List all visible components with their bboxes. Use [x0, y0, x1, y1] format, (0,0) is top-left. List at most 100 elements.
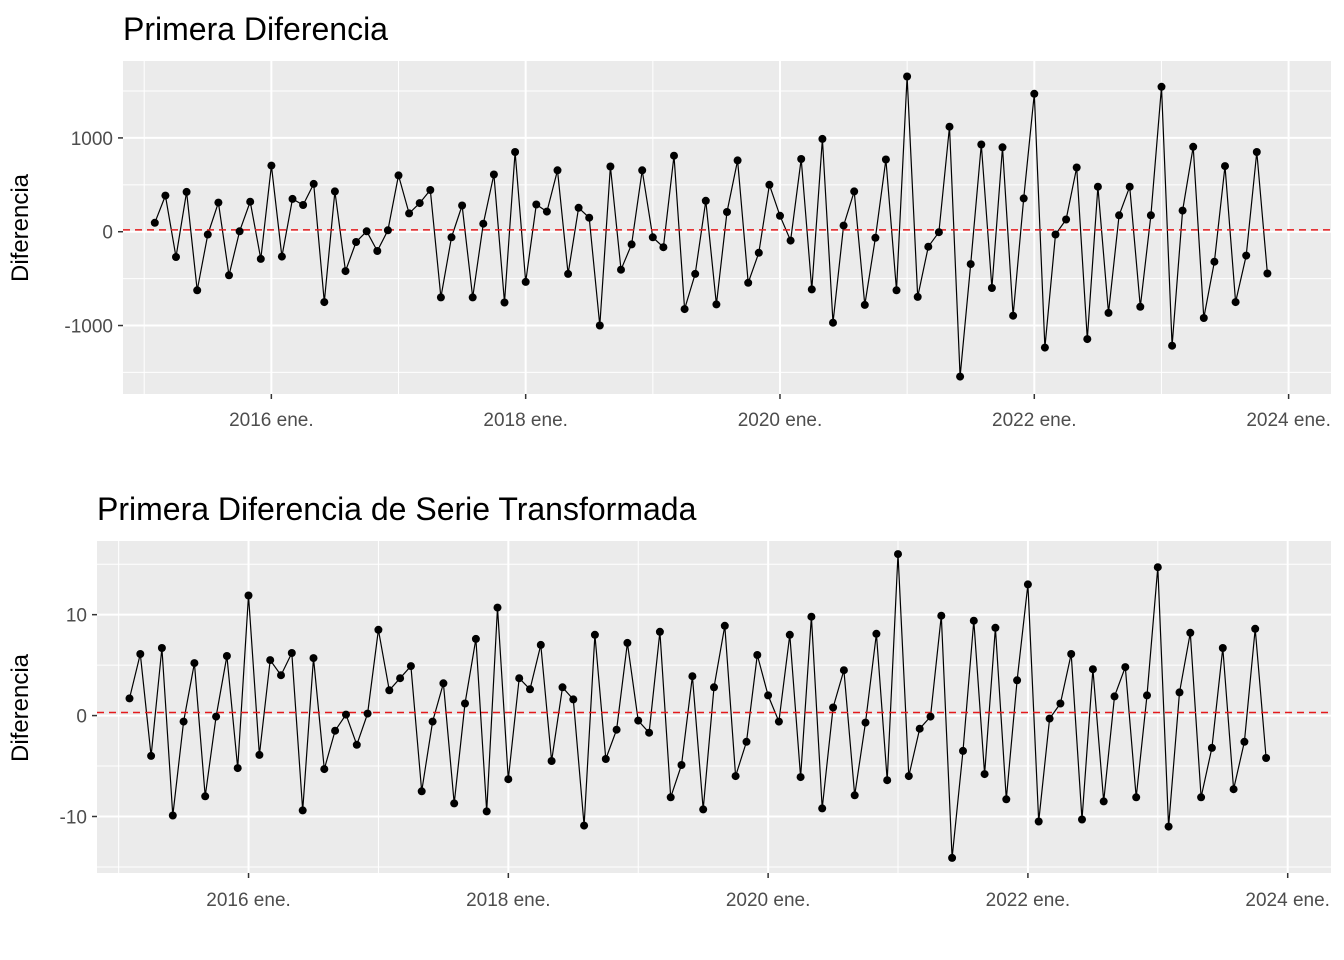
data-point — [580, 821, 589, 830]
data-point — [415, 199, 424, 208]
data-point — [871, 233, 880, 242]
data-point — [688, 672, 697, 681]
data-point — [903, 72, 912, 81]
chart-svg: -1000 0 1000 2016 ene. 2018 ene. 2020 ene. 202… — [7, 61, 1331, 431]
data-point — [1062, 215, 1071, 224]
data-point — [246, 197, 255, 206]
data-point — [461, 699, 469, 708]
x-tick-label: 2020 ene. — [738, 410, 823, 431]
data-point — [125, 694, 134, 703]
y-tick-label: -10 — [60, 807, 87, 828]
data-point — [320, 298, 329, 307]
data-point — [1263, 269, 1272, 278]
data-point — [309, 179, 318, 188]
data-point — [850, 791, 859, 800]
data-point — [860, 300, 869, 309]
data-point — [489, 170, 498, 179]
data-point — [299, 201, 308, 209]
data-point — [797, 155, 806, 163]
data-point — [1019, 194, 1028, 203]
data-point — [959, 746, 967, 755]
data-point — [277, 671, 285, 680]
data-point — [1146, 211, 1155, 220]
data-point — [980, 770, 989, 779]
data-point — [1009, 311, 1018, 320]
data-point — [468, 293, 477, 302]
data-point — [861, 718, 870, 727]
y-tick-label: 0 — [102, 223, 113, 244]
data-point — [1030, 89, 1039, 98]
data-point — [1083, 335, 1092, 344]
data-point — [309, 654, 318, 663]
data-point — [201, 792, 210, 801]
data-point — [383, 226, 392, 235]
data-point — [1210, 257, 1219, 266]
data-point — [190, 659, 199, 668]
plot-background — [123, 61, 1331, 394]
data-point — [172, 253, 180, 261]
data-point — [807, 285, 816, 294]
data-point — [1002, 795, 1011, 804]
data-point — [774, 717, 783, 726]
data-point — [1132, 793, 1141, 802]
data-point — [1251, 624, 1260, 633]
data-point — [634, 716, 643, 725]
x-tick-label: 2020 ene. — [726, 890, 811, 911]
data-point — [277, 252, 286, 261]
chart-title: Primera Diferencia de Serie Transformada — [97, 491, 697, 527]
data-point — [595, 321, 604, 330]
data-point — [136, 650, 145, 658]
data-point — [1121, 663, 1130, 672]
y-tick-label: 0 — [76, 707, 87, 728]
x-tick-label: 2018 ene. — [466, 890, 551, 911]
data-point — [818, 804, 827, 813]
data-point — [1110, 692, 1119, 701]
data-point — [924, 242, 933, 251]
data-point — [1088, 665, 1097, 674]
data-point — [785, 630, 794, 639]
data-point — [926, 712, 935, 721]
data-point — [945, 122, 954, 131]
data-point — [504, 775, 513, 784]
data-point — [287, 649, 296, 657]
data-point — [426, 186, 435, 194]
data-point — [500, 298, 509, 307]
y-tick-label: 10 — [66, 606, 87, 627]
data-point — [680, 305, 689, 314]
data-point — [352, 238, 361, 246]
data-point — [659, 243, 668, 252]
data-point — [590, 630, 599, 639]
data-point — [1067, 650, 1076, 658]
series-line — [154, 76, 1268, 377]
data-point — [233, 764, 242, 773]
data-point — [1262, 754, 1271, 762]
data-point — [515, 674, 524, 683]
x-tick-label: 2022 ene. — [992, 410, 1077, 431]
data-point — [1242, 251, 1251, 260]
data-point — [585, 213, 594, 222]
data-point — [235, 227, 244, 236]
data-point — [374, 625, 383, 634]
data-point — [991, 623, 1000, 632]
data-point — [405, 209, 414, 218]
y-axis-title: Diferencia — [7, 173, 34, 282]
data-point — [168, 811, 177, 820]
data-point — [913, 292, 922, 301]
plot-background — [97, 541, 1331, 873]
data-point — [966, 260, 975, 269]
chart-panel-serie-transformada: Primera Diferencia de Serie Transformada… — [0, 480, 1344, 960]
data-point — [1186, 628, 1195, 637]
data-point — [733, 156, 742, 165]
data-point — [627, 240, 636, 249]
data-point — [1197, 793, 1206, 802]
data-point — [385, 686, 394, 695]
data-point — [712, 300, 721, 309]
data-point — [536, 640, 545, 649]
data-point — [648, 233, 657, 242]
data-point — [193, 286, 202, 295]
x-tick-label: 2016 ene. — [206, 890, 291, 911]
data-point — [892, 286, 901, 295]
data-point — [447, 233, 456, 242]
data-point — [1136, 302, 1145, 311]
data-point — [225, 271, 233, 280]
